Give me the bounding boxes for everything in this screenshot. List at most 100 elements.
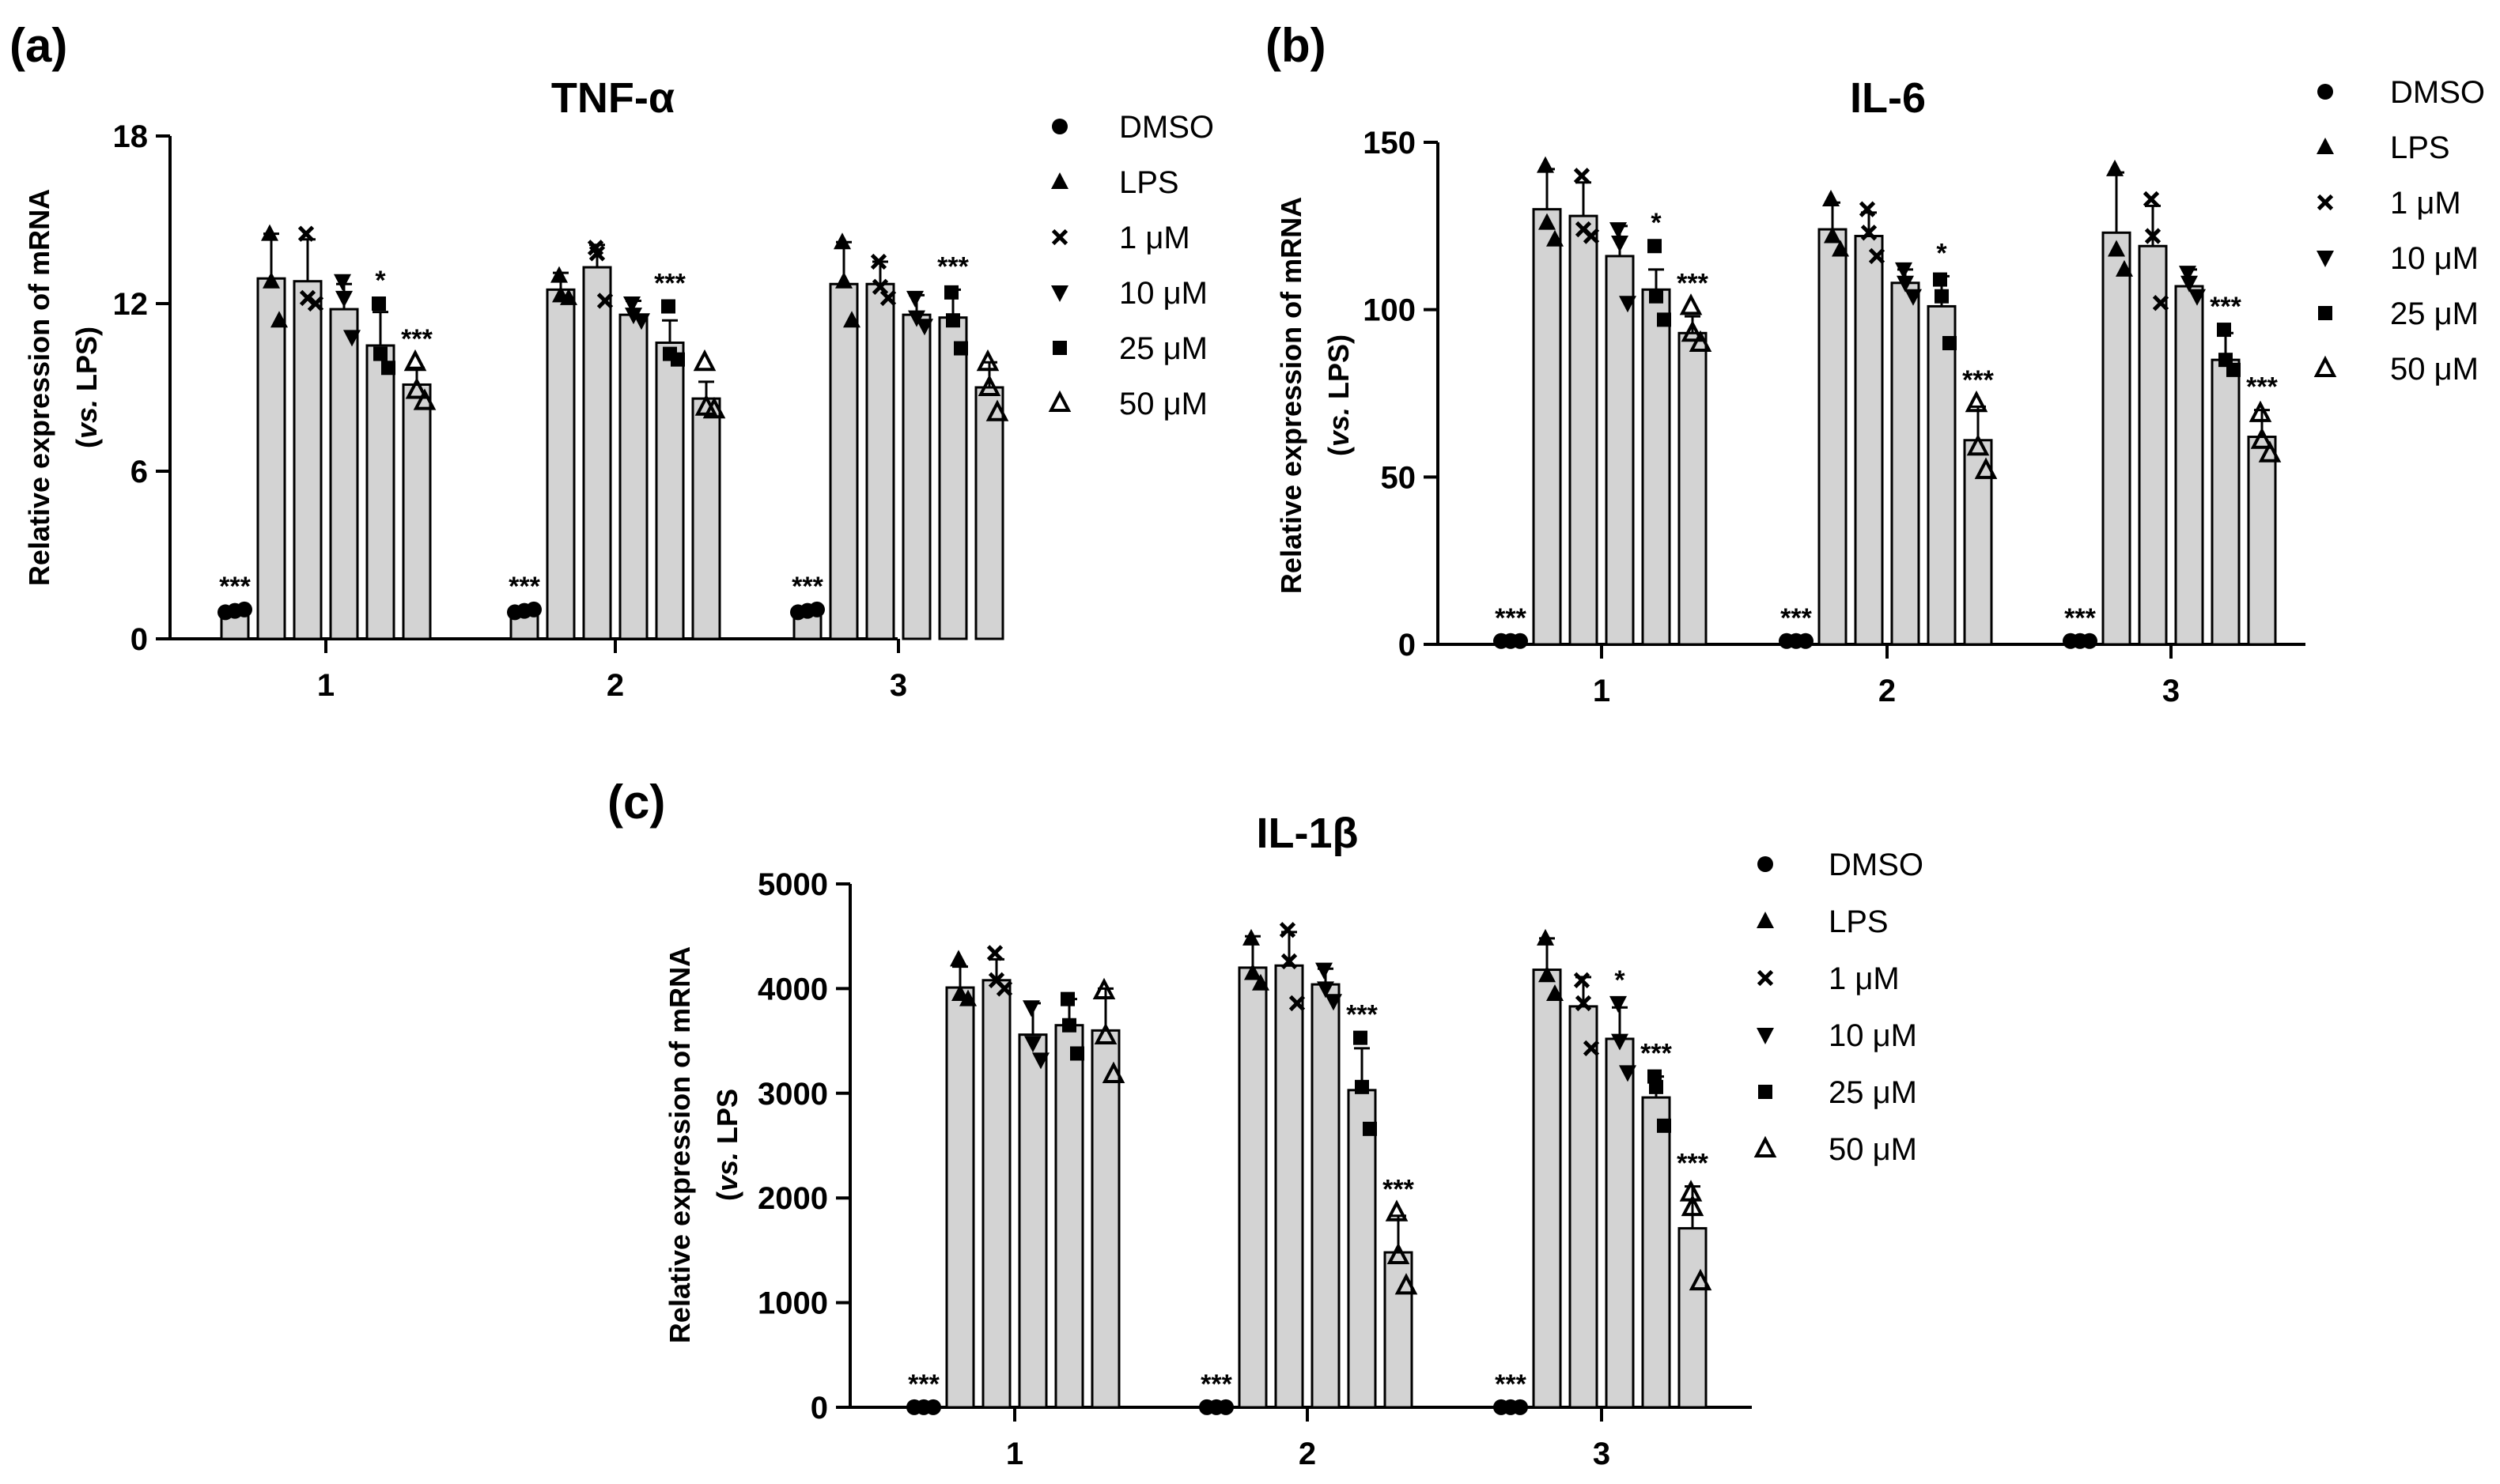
data-point (1822, 189, 1840, 206)
data-point (1798, 632, 1814, 649)
x-tick-label: 2 (1878, 674, 1896, 708)
data-point (1252, 973, 1269, 991)
data-point (1895, 262, 1912, 279)
y-tick-label: 0 (130, 622, 148, 657)
bar (1091, 1029, 1121, 1409)
significance-label: * (1936, 238, 1947, 268)
x-tick-label: 3 (2162, 674, 2180, 708)
series-10-um (329, 274, 933, 640)
legend-marker (1757, 969, 1774, 987)
data-point (1061, 991, 1075, 1006)
bar (1890, 281, 1920, 646)
y-axis-label-open: ( (711, 1191, 743, 1201)
bar (1677, 331, 1708, 646)
significance-label: *** (654, 269, 686, 299)
significance-label: * (1614, 965, 1625, 995)
y-tick-label: 1000 (758, 1286, 828, 1321)
y-axis-label-line2: (vs. LPS) (1322, 334, 1355, 456)
data-point (526, 601, 542, 617)
data-point (373, 346, 388, 361)
y-axis-label-rest: LPS) (70, 327, 103, 399)
series-10-um (1605, 222, 2206, 646)
legend: DMSO LPS 1 μM 10 μM 25 μM 50 μM (1048, 110, 1214, 421)
data-point (976, 349, 1000, 372)
data-point (843, 311, 860, 328)
series-dmso: *** *** *** (1493, 603, 2097, 649)
data-point (1609, 995, 1627, 1013)
data-point (1094, 1022, 1118, 1044)
legend-label: 25 μM (1829, 1075, 1917, 1110)
data-point (925, 1399, 941, 1415)
data-point (307, 295, 324, 312)
legend-label: DMSO (1829, 848, 1923, 882)
bar (1238, 966, 1268, 1409)
series-25-um: ***** (1641, 208, 2242, 646)
legend-marker (1051, 285, 1068, 302)
data-point (1619, 296, 1636, 313)
significance-label: *** (219, 572, 251, 602)
data-point (2116, 259, 2133, 277)
data-point (1649, 1079, 1663, 1094)
data-point (1583, 1040, 1600, 1057)
legend-label: LPS (2390, 130, 2450, 165)
data-point (1966, 433, 1990, 456)
bar (1347, 1089, 1377, 1409)
data-point (1537, 928, 1554, 946)
data-point (978, 374, 1001, 396)
bar (1532, 208, 1562, 646)
significance-label: *** (2064, 603, 2096, 633)
chart-title: IL-1β (1257, 810, 1359, 857)
data-point (1353, 1030, 1367, 1045)
data-point (2106, 159, 2124, 176)
series-1-um (981, 922, 1600, 1409)
y-tick-label: 150 (1363, 126, 1416, 160)
data-point (1317, 981, 1334, 999)
data-point (702, 396, 726, 419)
bar (2247, 436, 2277, 646)
series-1-um (293, 225, 897, 640)
chart-panel-1: (a) TNF-α Relative expression of mRNA (vs. … (9, 19, 1214, 703)
bar (1274, 964, 1304, 1409)
data-point (1657, 1118, 1671, 1133)
data-point (261, 224, 278, 241)
data-point (2258, 440, 2282, 463)
legend-label: 50 μM (2390, 352, 2479, 387)
legend-label: 10 μM (2390, 241, 2479, 276)
data-point (1279, 922, 1296, 938)
bar (2101, 231, 2131, 646)
legend-marker (1758, 1085, 1772, 1099)
data-point (693, 349, 717, 372)
x-tick-label: 3 (890, 668, 907, 703)
data-point (661, 299, 675, 314)
data-point (879, 289, 897, 307)
data-point (1689, 1268, 1712, 1291)
legend: DMSO LPS 1 μM 10 μM 25 μM 50 μM (1753, 848, 1923, 1167)
y-axis-label-italic: vs. (70, 399, 103, 439)
data-point (1942, 336, 1957, 350)
data-point (1355, 1079, 1369, 1094)
data-point (1394, 1273, 1418, 1295)
data-point (671, 352, 685, 367)
data-point (2217, 323, 2231, 338)
data-point (1619, 1065, 1636, 1082)
legend-label: DMSO (1119, 110, 1214, 145)
bar (1963, 439, 1993, 646)
data-point (954, 341, 968, 356)
legend: DMSO LPS 1 μM 10 μM 25 μM 50 μM (2313, 75, 2485, 387)
y-tick-label: 2000 (758, 1181, 828, 1216)
series-lps (945, 928, 1564, 1409)
data-point (834, 232, 851, 250)
data-point (1679, 293, 1703, 315)
bar (945, 986, 975, 1409)
data-point (1546, 229, 1564, 247)
data-point (1092, 977, 1116, 1000)
data-point (1573, 168, 1590, 184)
bar (1018, 1033, 1048, 1409)
data-point (870, 253, 887, 270)
data-point (403, 349, 427, 372)
legend-marker (2313, 355, 2337, 377)
legend-marker (1753, 1135, 1777, 1157)
bar (365, 344, 395, 640)
legend-label: 50 μM (1119, 387, 1208, 421)
y-tick-label: 100 (1363, 293, 1416, 328)
